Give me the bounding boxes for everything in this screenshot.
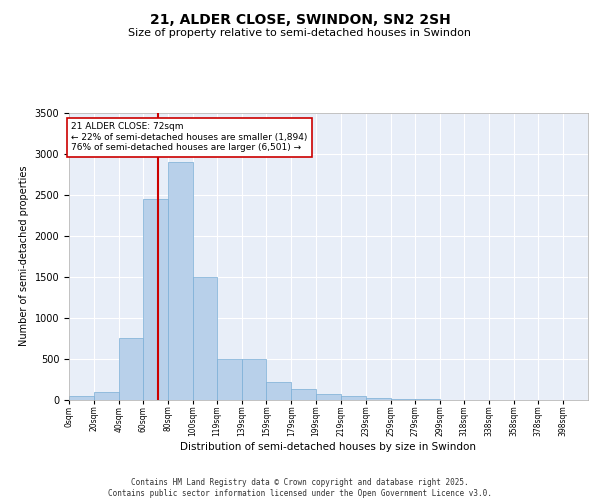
- Bar: [94, 392, 119, 400]
- Bar: [119, 338, 143, 400]
- Text: Size of property relative to semi-detached houses in Swindon: Size of property relative to semi-detach…: [128, 28, 472, 38]
- Bar: [341, 396, 366, 400]
- Bar: [69, 396, 94, 400]
- Bar: [391, 399, 415, 400]
- Bar: [242, 359, 266, 400]
- Text: Contains HM Land Registry data © Crown copyright and database right 2025.
Contai: Contains HM Land Registry data © Crown c…: [108, 478, 492, 498]
- Bar: [143, 198, 169, 400]
- Bar: [266, 382, 291, 400]
- Text: 21, ALDER CLOSE, SWINDON, SN2 2SH: 21, ALDER CLOSE, SWINDON, SN2 2SH: [149, 12, 451, 26]
- Bar: [217, 359, 242, 400]
- Bar: [193, 277, 217, 400]
- Bar: [291, 390, 316, 400]
- Bar: [366, 398, 391, 400]
- Text: 21 ALDER CLOSE: 72sqm
← 22% of semi-detached houses are smaller (1,894)
76% of s: 21 ALDER CLOSE: 72sqm ← 22% of semi-deta…: [71, 122, 308, 152]
- Bar: [316, 394, 341, 400]
- X-axis label: Distribution of semi-detached houses by size in Swindon: Distribution of semi-detached houses by …: [181, 442, 476, 452]
- Y-axis label: Number of semi-detached properties: Number of semi-detached properties: [19, 166, 29, 346]
- Bar: [169, 162, 193, 400]
